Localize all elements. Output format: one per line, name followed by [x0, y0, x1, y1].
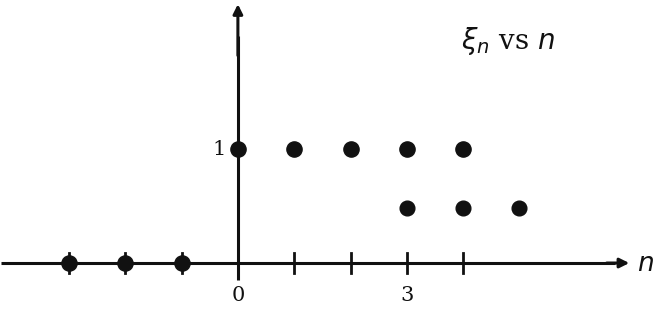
Point — [345, 147, 356, 152]
Point — [120, 260, 131, 266]
Point — [514, 206, 525, 211]
Point — [177, 260, 187, 266]
Text: 3: 3 — [400, 286, 413, 305]
Point — [402, 206, 412, 211]
Text: 1: 1 — [212, 140, 226, 159]
Point — [402, 147, 412, 152]
Point — [233, 147, 243, 152]
Text: $\xi_n$ vs $n$: $\xi_n$ vs $n$ — [461, 25, 555, 57]
Text: $n$: $n$ — [636, 250, 653, 276]
Point — [63, 260, 74, 266]
Point — [458, 147, 468, 152]
Text: 0: 0 — [232, 286, 245, 305]
Point — [458, 206, 468, 211]
Point — [289, 147, 300, 152]
